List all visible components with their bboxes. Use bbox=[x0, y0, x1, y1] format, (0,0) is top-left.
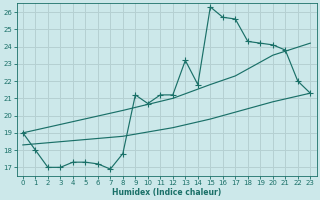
X-axis label: Humidex (Indice chaleur): Humidex (Indice chaleur) bbox=[112, 188, 221, 197]
